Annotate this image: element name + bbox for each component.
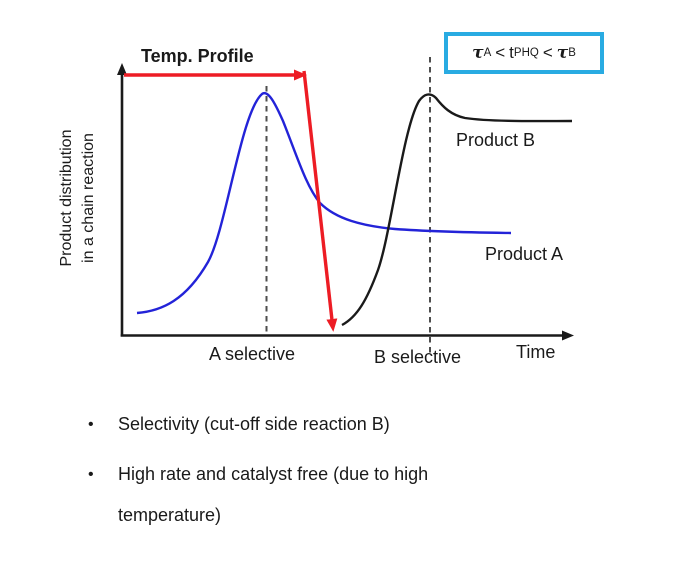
notes-list: • Selectivity (cut-off side reaction B) … bbox=[88, 404, 508, 545]
less-than-1: < bbox=[495, 43, 506, 62]
product-b-label: Product B bbox=[456, 130, 536, 150]
list-item: • Selectivity (cut-off side reaction B) bbox=[88, 404, 508, 445]
a-selective-label: A selective bbox=[209, 344, 296, 364]
x-axis-title: Time bbox=[516, 342, 556, 362]
b-selective-label: B selective bbox=[374, 347, 462, 367]
less-than-2: < bbox=[542, 43, 553, 62]
bullet-icon: • bbox=[88, 466, 94, 483]
temp-profile-arrow-drop bbox=[302, 70, 338, 332]
temp-profile-label: Temp. Profile bbox=[141, 46, 254, 66]
product-b-curve bbox=[341, 93, 573, 327]
note-text: High rate and catalyst free (due to high… bbox=[118, 464, 429, 525]
product-a-label: Product A bbox=[485, 244, 564, 264]
y-axis-title-line2: in a chain reaction bbox=[80, 133, 97, 263]
t-phq-symbol: t bbox=[509, 43, 514, 62]
chain-reaction-plot bbox=[117, 57, 574, 356]
product-a-curve bbox=[136, 91, 512, 315]
tau-a-symbol: τ bbox=[472, 43, 484, 63]
note-text: Selectivity (cut-off side reaction B) bbox=[118, 414, 390, 434]
y-axis-title: Product distribution in a chain reaction bbox=[56, 88, 100, 308]
tau-b-symbol: τ bbox=[556, 43, 569, 63]
y-axis-title-line1: Product distribution bbox=[58, 129, 75, 267]
bullet-icon: • bbox=[88, 416, 94, 433]
list-item: • High rate and catalyst free (due to hi… bbox=[88, 454, 508, 536]
